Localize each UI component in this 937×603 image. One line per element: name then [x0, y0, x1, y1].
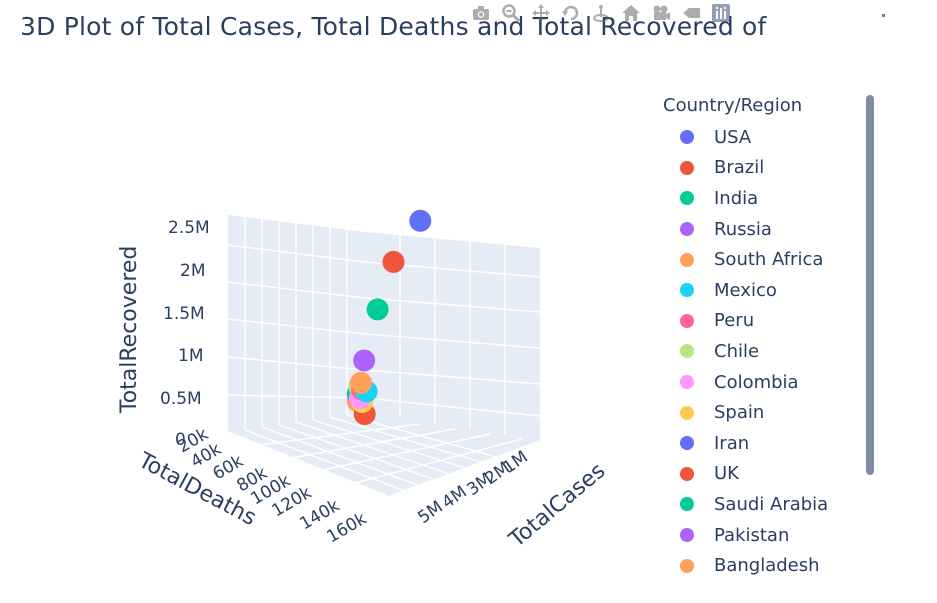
legend-label: Iran: [714, 432, 750, 454]
hover-icon[interactable]: [678, 2, 704, 24]
legend-marker-icon: [680, 160, 694, 175]
data-point[interactable]: [409, 209, 432, 232]
legend-marker-icon: [680, 528, 694, 543]
legend-item[interactable]: Saudi Arabia: [680, 489, 828, 520]
plotly-logo-icon[interactable]: [708, 2, 734, 24]
legend-item[interactable]: Peru: [680, 306, 828, 337]
legend-label: Saudi Arabia: [714, 493, 829, 515]
data-points: [346, 209, 432, 426]
legend: USA Brazil India Russia South Africa Mexico Pe…: [680, 122, 828, 581]
grid-left: [227, 217, 366, 430]
legend-label: Russia: [714, 218, 772, 240]
legend-label: Pakistan: [714, 524, 790, 546]
legend-title: Country/Region: [663, 95, 803, 116]
z-tick: 1M: [178, 346, 203, 366]
legend-label: Bangladesh: [714, 555, 820, 577]
legend-label: UK: [714, 463, 739, 485]
grid-floor: [227, 414, 523, 497]
modebar: [468, 0, 734, 26]
legend-label: Mexico: [714, 279, 777, 301]
legend-item[interactable]: India: [680, 183, 828, 214]
data-point[interactable]: [382, 250, 405, 273]
legend-marker-icon: [680, 130, 694, 145]
legend-item[interactable]: Brazil: [680, 153, 828, 184]
legend-marker-icon: [680, 558, 694, 573]
legend-marker-icon: [680, 313, 694, 328]
data-point[interactable]: [349, 371, 372, 394]
z-tick: 2M: [180, 261, 205, 281]
legend-label: Spain: [714, 402, 765, 424]
legend-item[interactable]: Bangladesh: [680, 550, 828, 581]
z-tick: 1.5M: [163, 304, 205, 324]
legend-item[interactable]: UK: [680, 459, 828, 490]
legend-item[interactable]: Colombia: [680, 367, 828, 398]
legend-item[interactable]: Russia: [680, 214, 828, 245]
legend-label: Colombia: [714, 371, 799, 393]
chart-title: 3D Plot of Total Cases, Total Deaths and…: [20, 12, 767, 41]
legend-item[interactable]: Iran: [680, 428, 828, 459]
legend-scrollbar[interactable]: [866, 95, 874, 475]
floor-plane: [228, 412, 540, 496]
legend-label: Peru: [714, 310, 755, 332]
z-tick: 0: [175, 430, 186, 450]
y-axis-title: TotalCases: [504, 458, 610, 553]
legend-marker-icon: [680, 405, 694, 420]
legend-label: Chile: [714, 340, 760, 362]
back-wall-right: [365, 232, 540, 440]
legend-marker-icon: [680, 222, 694, 237]
legend-item[interactable]: Spain: [680, 397, 828, 428]
legend-marker-icon: [680, 436, 694, 451]
legend-label: India: [714, 187, 759, 209]
data-point[interactable]: [353, 349, 376, 372]
legend-marker-icon: [680, 191, 694, 206]
camera-view-icon[interactable]: [648, 2, 674, 24]
z-tick: 2.5M: [168, 218, 210, 238]
legend-label: USA: [714, 126, 752, 148]
legend-label: South Africa: [714, 249, 824, 271]
orbit-icon[interactable]: [558, 2, 584, 24]
legend-item[interactable]: Mexico: [680, 275, 828, 306]
modebar-dot: [882, 14, 885, 17]
z-axis-ticks: 2.5M 2M 1.5M 1M 0.5M 0: [160, 218, 210, 450]
data-point[interactable]: [366, 298, 389, 321]
legend-item[interactable]: Pakistan: [680, 520, 828, 551]
legend-marker-icon: [680, 466, 694, 481]
zoom-icon[interactable]: [498, 2, 524, 24]
legend-marker-icon: [680, 375, 694, 390]
legend-item[interactable]: South Africa: [680, 244, 828, 275]
camera-icon[interactable]: [468, 2, 494, 24]
pan-icon[interactable]: [528, 2, 554, 24]
legend-marker-icon: [680, 252, 694, 267]
home-icon[interactable]: [618, 2, 644, 24]
legend-item[interactable]: USA: [680, 122, 828, 153]
legend-label: Brazil: [714, 157, 765, 179]
legend-item[interactable]: Chile: [680, 336, 828, 367]
turntable-icon[interactable]: [588, 2, 614, 24]
legend-marker-icon: [680, 283, 694, 298]
z-axis-title: TotalRecovered: [117, 246, 142, 414]
legend-marker-icon: [680, 497, 694, 512]
z-tick: 0.5M: [160, 389, 202, 409]
legend-marker-icon: [680, 344, 694, 359]
